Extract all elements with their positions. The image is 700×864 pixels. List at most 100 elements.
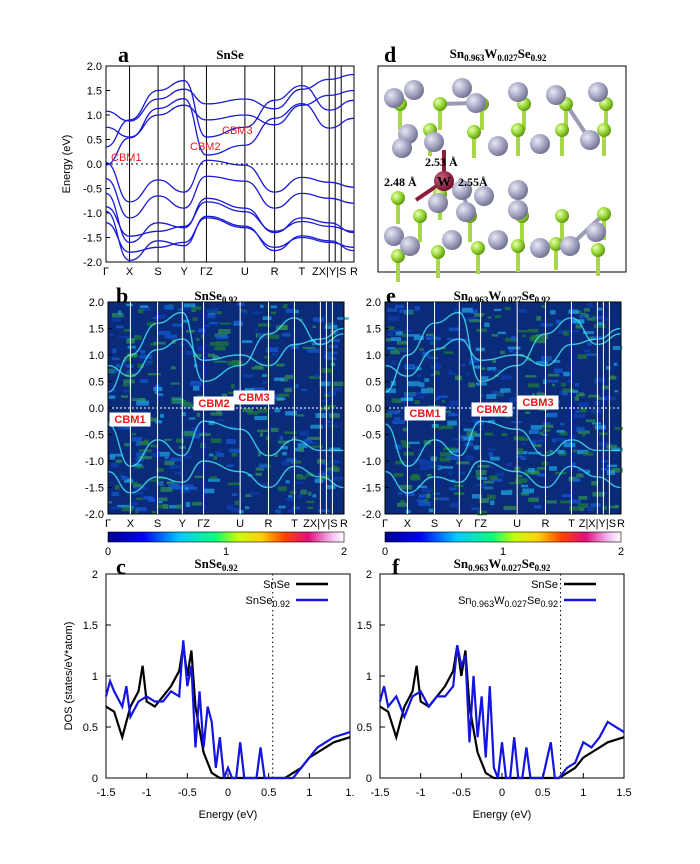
heatmap-cell: [264, 355, 271, 359]
heatmap-cell: [285, 308, 296, 313]
panel-a-ktick-label: T: [299, 266, 306, 278]
heatmap-cell: [580, 407, 587, 413]
heatmap-cell: [277, 440, 290, 444]
heatmap-cell: [433, 370, 440, 375]
heatmap-cell: [160, 413, 164, 418]
heatmap-cell: [226, 439, 236, 444]
heatmap-cell: [428, 356, 439, 360]
heatmap-cell: [164, 458, 171, 462]
panel-a-ktick-label: R: [271, 266, 279, 278]
unfolded-band: [107, 460, 345, 494]
heatmap-cell: [136, 440, 149, 446]
panel-a-ktick-label: S: [154, 266, 161, 278]
heatmap-cell: [577, 449, 589, 455]
heatmap-cell: [210, 438, 222, 444]
heatmap-cell: [414, 392, 428, 395]
heatmap-cell: [331, 476, 345, 481]
heatmap-cell: [260, 304, 264, 309]
heatmap-cell: [463, 428, 473, 432]
panel-a-ytick-label: -1.5: [83, 233, 102, 245]
heatmap-cell: [530, 425, 542, 430]
heatmap-cell: [449, 400, 458, 406]
heatmap-cell: [598, 441, 612, 447]
band-line: [105, 175, 355, 219]
heatmap-cell: [227, 391, 236, 394]
heatmap-cell: [585, 313, 589, 318]
heatmap-cell: [547, 373, 560, 377]
heatmap-cell: [137, 308, 144, 314]
heatmap-cell: [184, 455, 192, 459]
heatmap-cell: [612, 346, 623, 350]
heatmap-cell: [579, 392, 584, 396]
heatmap-cell: [418, 449, 424, 452]
heatmap-cell: [563, 440, 572, 444]
heatmap-cell: [141, 350, 146, 355]
heatmap-cell: [464, 442, 474, 447]
heatmap-cell: [449, 327, 460, 332]
heatmap-cell: [402, 427, 409, 432]
heatmap-cell: [188, 417, 196, 420]
heatmap-cell: [419, 465, 429, 471]
heatmap-cell: [331, 362, 335, 367]
heatmap-cell: [174, 399, 187, 403]
heatmap-cell: [587, 302, 593, 308]
panel-f-ytick-label: 2: [366, 569, 372, 581]
heatmap-cell: [129, 502, 138, 506]
heatmap-cell: [576, 473, 584, 478]
heatmap-cell: [122, 389, 130, 393]
heatmap-cell: [308, 491, 312, 496]
panel-e-ytick-label: 2.0: [366, 297, 381, 309]
heatmap-cell: [204, 488, 215, 494]
heatmap-cell: [557, 449, 565, 454]
heatmap-cell: [257, 408, 268, 413]
heatmap-cell: [256, 429, 269, 433]
heatmap-cell: [497, 331, 506, 335]
heatmap-cell: [528, 451, 541, 455]
heatmap-cell: [405, 397, 414, 401]
sn-atom: [488, 230, 508, 250]
heatmap-cell: [245, 506, 250, 510]
heatmap-cell: [517, 448, 524, 454]
panel-f-xtick-label: -0.5: [452, 787, 471, 799]
heatmap-cell: [306, 436, 320, 441]
heatmap-cell: [531, 393, 536, 398]
heatmap-cell: [135, 452, 146, 457]
heatmap-cell: [480, 376, 489, 381]
heatmap-cell: [465, 455, 473, 461]
heatmap-cell: [282, 303, 288, 309]
heatmap-cell: [388, 316, 400, 321]
heatmap-cell: [602, 385, 609, 390]
heatmap-cell: [558, 330, 568, 335]
heatmap-cell: [528, 497, 539, 502]
heatmap-cell: [175, 438, 185, 443]
heatmap-cell: [255, 472, 263, 476]
heatmap-cell: [323, 391, 337, 397]
panel-e-colorbar-tick: 2: [618, 546, 624, 558]
se-atom: [555, 123, 569, 137]
heatmap-cell: [577, 354, 588, 359]
heatmap-cell: [277, 486, 287, 492]
heatmap-cell: [123, 379, 135, 384]
unfolded-band: [107, 327, 345, 377]
heatmap-cell: [577, 430, 590, 434]
heatmap-cell: [329, 456, 334, 459]
heatmap-cell: [578, 503, 589, 508]
heatmap-cell: [208, 420, 215, 425]
heatmap-cell: [280, 446, 288, 450]
panel-b-ytick-label: -1.0: [85, 456, 104, 468]
heatmap-cell: [209, 476, 218, 479]
heatmap-cell: [582, 433, 586, 437]
panel-f-xtick-label: 1: [580, 787, 586, 799]
heatmap-cell: [252, 387, 265, 392]
heatmap-cell: [322, 399, 329, 403]
heatmap-cell: [121, 475, 128, 480]
heatmap-cell: [329, 413, 340, 418]
legend-c: SnSe SnSe0.92: [246, 579, 328, 609]
heatmap-cell: [416, 374, 422, 378]
heatmap-cell: [477, 477, 488, 480]
heatmap-cell: [404, 329, 413, 332]
heatmap-cell: [147, 497, 156, 503]
heatmap-cell: [536, 467, 546, 470]
heatmap-cell: [275, 346, 279, 350]
